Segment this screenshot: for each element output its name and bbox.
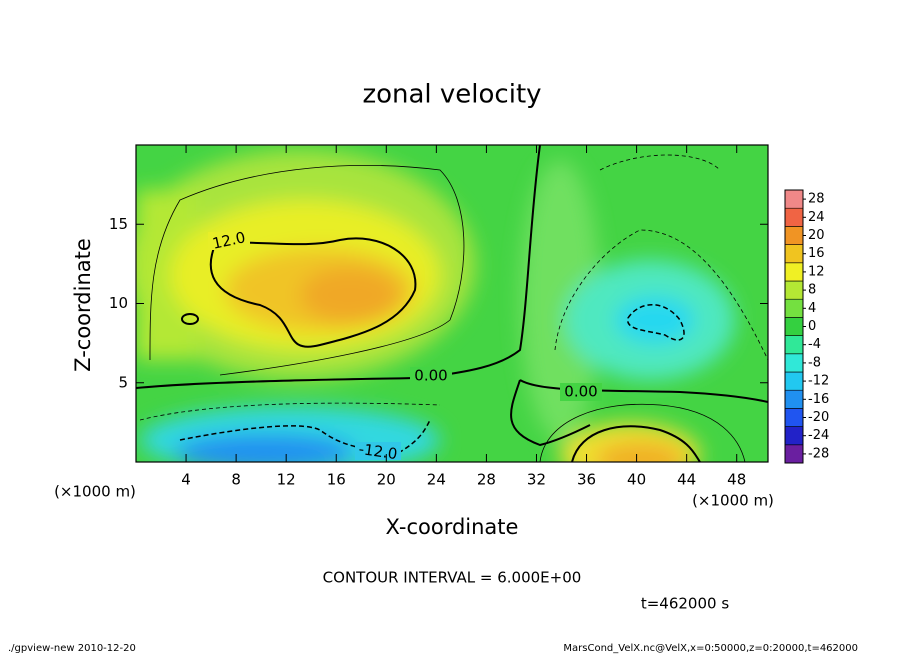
x-unit-label: (×1000 m)	[692, 492, 774, 510]
x-tick-label: 20	[377, 471, 396, 489]
footer-left: ./gpview-new 2010-12-20	[8, 643, 136, 654]
x-tick-label: 40	[627, 471, 646, 489]
colorbar-band	[784, 371, 804, 391]
footer-right: MarsCond_VelX.nc@VelX,x=0:50000,z=0:2000…	[563, 643, 858, 654]
colorbar-tick-label: 8	[808, 283, 816, 298]
colorbar-tick-label: -28	[808, 446, 829, 461]
colorbar-tick-label: 4	[808, 301, 816, 316]
y-tick-label: 15	[109, 215, 128, 233]
label-bg	[560, 383, 602, 401]
label-bg	[208, 232, 250, 250]
x-tick-label: 12	[277, 471, 296, 489]
label-bg	[355, 442, 401, 460]
time-label: t=462000 s	[641, 595, 729, 613]
x-tick-label: 24	[427, 471, 446, 489]
field	[136, 145, 768, 462]
colorbar-tick-label: -16	[808, 392, 829, 407]
colorbar-tick-label: 16	[808, 246, 825, 261]
x-tick-label: 28	[477, 471, 496, 489]
colorbar-band	[784, 280, 804, 300]
x-axis-label: X-coordinate	[386, 515, 519, 539]
x-tick-label: 36	[577, 471, 596, 489]
x-tick-label: 44	[677, 471, 696, 489]
x-tick-label: 48	[727, 471, 746, 489]
y-tick-label: 10	[109, 294, 128, 312]
colorbar-band	[784, 335, 804, 355]
colorbar-tick-label: -24	[808, 428, 829, 443]
y-tick-label: 5	[118, 373, 128, 391]
colorbar-band	[784, 317, 804, 336]
colorbar-band	[784, 226, 804, 245]
x-tick-label: 16	[327, 471, 346, 489]
x-tick-label: 32	[527, 471, 546, 489]
colorbar-tick-label: -4	[808, 337, 821, 352]
colorbar-tick-label: 12	[808, 264, 825, 279]
label-bg	[410, 367, 452, 385]
x-tick-label: 8	[231, 471, 241, 489]
colorbar-band	[784, 389, 804, 409]
colorbar-band	[784, 426, 804, 446]
y-unit-label: (×1000 m)	[54, 483, 136, 501]
y-axis-label: Z-coordinate	[71, 238, 95, 372]
colorbar-tick-label: 0	[808, 319, 816, 334]
colorbar-band	[784, 408, 804, 427]
colorbar-tick-label: 20	[808, 228, 825, 243]
colorbar-band	[784, 444, 804, 464]
colorbar-tick-label: -8	[808, 355, 821, 370]
contour-interval: CONTOUR INTERVAL = 6.000E+00	[323, 569, 582, 587]
colorbar-band	[784, 353, 804, 373]
x-tick-label: 4	[181, 471, 191, 489]
contour-label: -12.0	[358, 440, 399, 463]
colorbar-band	[784, 207, 804, 227]
colorbar-tick-label: -20	[808, 410, 829, 425]
contour-label: 0.00	[564, 383, 597, 401]
colorbar-tick-label: -12	[808, 374, 829, 389]
chart-title: zonal velocity	[362, 80, 541, 110]
colorbar-band	[784, 298, 804, 318]
contour-label: 0.00	[414, 367, 447, 385]
colorbar-band	[784, 244, 804, 264]
colorbar-tick-label: 24	[808, 210, 825, 225]
colorbar-band	[784, 262, 804, 282]
colorbar-tick-label: 28	[808, 192, 825, 207]
colorbar-band	[784, 189, 804, 209]
